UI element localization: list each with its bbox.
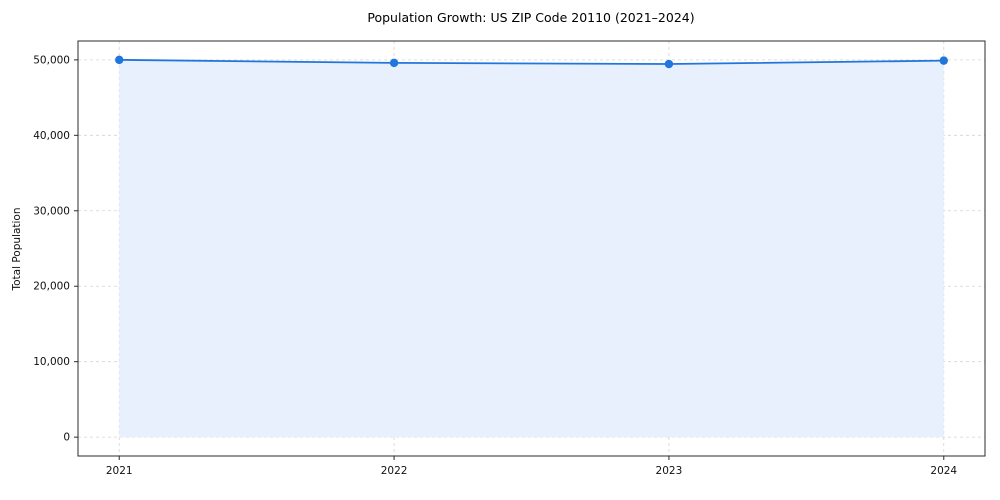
- y-tick-label: 50,000: [33, 54, 70, 66]
- x-tick-label: 2023: [656, 465, 683, 477]
- data-line: [118, 58, 945, 65]
- x-tick-label: 2022: [381, 465, 408, 477]
- x-tick-label: 2021: [106, 465, 133, 477]
- axes-frame: [77, 40, 986, 457]
- y-tick-label: 20,000: [33, 281, 70, 293]
- x-tick-label: 2024: [930, 465, 957, 477]
- y-tick-label: 30,000: [33, 205, 70, 217]
- data-markers: [115, 55, 948, 69]
- axis-tick-labels: 0 10,000 20,000 30,000 40,000 50,000 2021 2022 2…: [33, 54, 957, 477]
- y-axis-label: Total Population: [11, 207, 23, 291]
- chart-title: Population Growth: US ZIP Code 20110 (20…: [367, 10, 694, 25]
- axis-ticks: [74, 59, 945, 460]
- area-fill: [119, 59, 944, 438]
- y-tick-label: 0: [63, 432, 70, 444]
- y-tick-label: 40,000: [33, 130, 70, 142]
- y-tick-label: 10,000: [33, 356, 70, 368]
